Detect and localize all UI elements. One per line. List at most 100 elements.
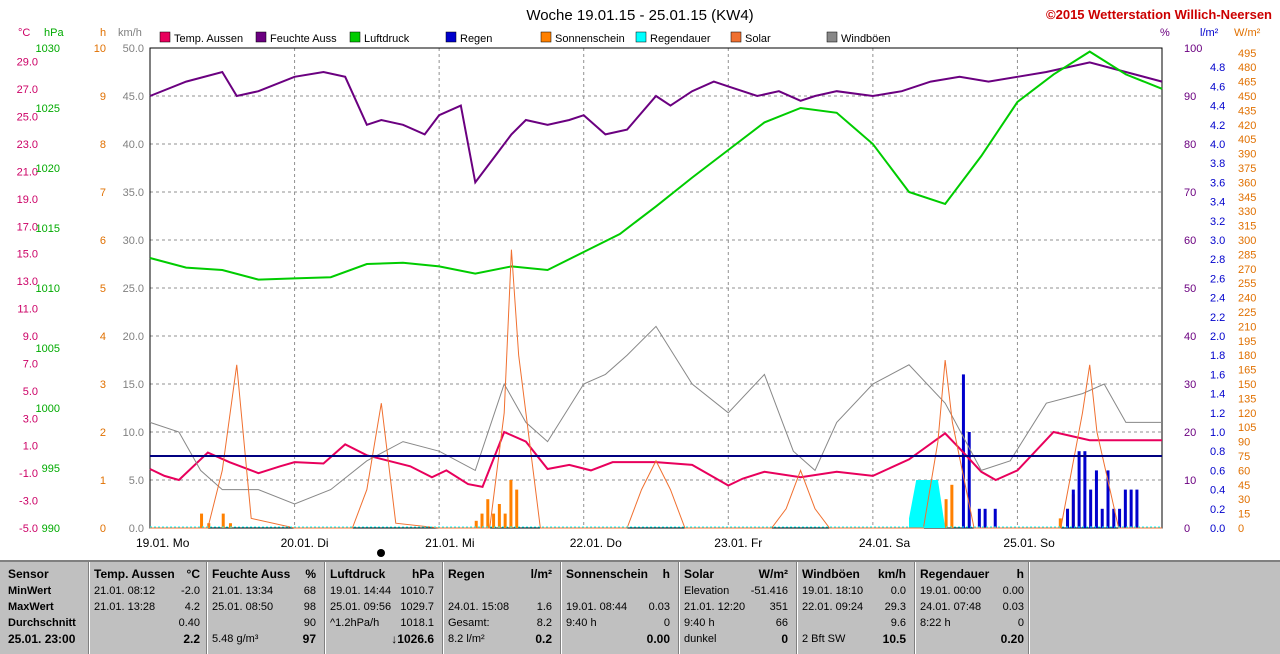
line-temp-aussen <box>149 430 1162 488</box>
stats-row: Elevation -51.416 <box>684 583 788 599</box>
axis-tick-label: 2.6 <box>1210 273 1225 285</box>
bar-sonnenschein <box>480 513 484 528</box>
axis-tick-label: 0.4 <box>1210 485 1225 497</box>
stats-humidity-header: Feuchte Auss% <box>212 565 316 583</box>
bar-sonnenschein <box>200 513 204 528</box>
stats-current-extra: 2 Bft SW <box>802 633 846 645</box>
axis-tick-label: 1.6 <box>1210 369 1225 381</box>
stats-solar-column: Solar W/m² Elevation -51.416 21.01. 12:20 351… <box>684 565 788 651</box>
axis-tick-label: 2.2 <box>1210 312 1225 324</box>
bar-regen <box>1106 470 1110 528</box>
legend-swatch <box>826 31 838 43</box>
axis-tick-label: 7 <box>100 187 106 199</box>
axis-tick-label: 13.0 <box>17 276 38 288</box>
statistics-panel: Sensor MinWert MaxWert Durchschnitt 25.0… <box>0 560 1280 654</box>
axis-tick-label: 1 <box>100 475 106 487</box>
x-tick-label: 19.01. Mo <box>136 536 190 550</box>
axis-tick-label: 3.6 <box>1210 177 1225 189</box>
axis-tick-label: 3.0 <box>1210 235 1225 247</box>
stats-separator <box>1028 562 1030 654</box>
axis-tick-label: 345 <box>1238 192 1256 204</box>
axis-tick-label: 50 <box>1184 283 1196 295</box>
stats-header-label: Windböen <box>802 567 860 581</box>
bar-layer <box>200 374 1139 528</box>
stats-row: ^1.2hPa/h 1018.1 <box>330 615 434 631</box>
weather-chart: Woche 19.01.15 - 25.01.15 (KW4) ©2015 We… <box>17 7 1272 557</box>
axis-tick-label: 6 <box>100 235 106 247</box>
axis-tick-label: 1.4 <box>1210 389 1225 401</box>
axis-tick-label: 0 <box>100 523 106 535</box>
axis-tick-label: 21.0 <box>17 166 38 178</box>
stats-row: 9:40 h 0 <box>566 615 670 631</box>
axis-tick-label: 0 <box>1184 523 1190 535</box>
stats-row-label: 19.01. 14:44 <box>330 585 392 597</box>
axis-tick-label: 9.0 <box>23 331 38 343</box>
stats-row: 21.01. 12:20 351 <box>684 599 788 615</box>
axis-unit-label: % <box>1160 27 1170 39</box>
stats-current-value: 0 <box>781 632 788 646</box>
axis-tick-label: 270 <box>1238 264 1256 276</box>
stats-row-label: 9:40 h <box>684 617 715 629</box>
stats-header-label: Regen <box>448 567 485 581</box>
axis-tick-label: 4.6 <box>1210 81 1225 93</box>
stats-row-value: 4.2 <box>184 601 200 613</box>
axis-tick-label: 180 <box>1238 350 1256 362</box>
chart-title: Woche 19.01.15 - 25.01.15 (KW4) <box>526 7 753 24</box>
stats-rain-column: Regen l/m² 24.01. 15:08 1.6 Gesamt: 8.2 8.2 l/… <box>448 565 552 651</box>
stats-row: 9:40 h 66 <box>684 615 788 631</box>
line-feuchte-auss <box>149 61 1163 185</box>
bar-sonnenschein <box>492 513 496 528</box>
axis-tick-label: 330 <box>1238 206 1256 218</box>
stats-separator <box>206 562 208 654</box>
stats-temp-column: Temp. Aussen °C 21.01. 08:12 -2.0 21.01. 13:… <box>94 565 200 651</box>
stats-header-label: Sonnenschein <box>566 567 649 581</box>
bar-regen <box>1071 489 1075 528</box>
axis-tick-label: 480 <box>1238 62 1256 74</box>
axis-tick-label: 0.0 <box>129 523 144 535</box>
axis-tick-label: 2.0 <box>1210 331 1225 343</box>
stats-row: 9.6 <box>802 615 906 631</box>
stats-current-extra: 8.2 l/m² <box>448 633 485 645</box>
axis-tick-label: 0.0 <box>1210 523 1225 535</box>
axis-tick-label: 0.6 <box>1210 465 1225 477</box>
axis-tick-label: 5.0 <box>129 475 144 487</box>
stats-row-value: 8.2 <box>536 617 552 629</box>
stats-pressure-column: Luftdruck hPa 19.01. 14:44 1010.7 25.01. 09:… <box>330 565 434 651</box>
stats-row-label: Elevation <box>684 585 730 597</box>
bar-sonnenschein <box>503 513 507 528</box>
axis-tick-label: 1.8 <box>1210 350 1225 362</box>
stats-sunshine-header: Sonnenschein h <box>566 565 670 583</box>
axis-unit-label: km/h <box>118 27 142 39</box>
stats-row-value: 0 <box>663 617 670 629</box>
axis-tick-label: 7.0 <box>23 358 38 370</box>
stats-row-value: 68 <box>303 585 316 597</box>
axis-tick-label: 9 <box>100 91 106 103</box>
bar-regen <box>1077 451 1081 528</box>
stats-separator <box>560 562 562 654</box>
stats-row-value: 0.40 <box>178 617 200 629</box>
axis-tick-label: 120 <box>1238 408 1256 420</box>
axis-tick-label: -1.0 <box>19 468 38 480</box>
axis-tick-label: 1025 <box>36 103 60 115</box>
stats-row: 90 <box>212 615 316 631</box>
stats-header-label: Regendauer <box>920 567 990 581</box>
stats-current-row: 8.2 l/m² 0.2 <box>448 631 552 647</box>
stats-row-value: 0.00 <box>1002 585 1024 597</box>
bar-regen <box>1112 508 1116 528</box>
axis-tick-label: 23.0 <box>17 139 38 151</box>
axis-tick-label: 4.4 <box>1210 101 1225 113</box>
stats-row: 25.01. 09:56 1029.7 <box>330 599 434 615</box>
stats-row-value: 1010.7 <box>400 585 434 597</box>
axis-tick-label: 10 <box>1184 475 1196 487</box>
line-layer <box>149 50 1163 529</box>
stats-row-value: 98 <box>303 601 316 613</box>
axis-tick-label: 90 <box>1184 91 1196 103</box>
axis-tick-label: 285 <box>1238 249 1256 261</box>
stats-row: 21.01. 08:12 -2.0 <box>94 583 200 599</box>
axis-tick-label: 40.0 <box>123 139 144 151</box>
stats-current-value: 97 <box>302 632 316 646</box>
stats-row <box>448 583 552 599</box>
stats-row: 19.01. 08:44 0.03 <box>566 599 670 615</box>
stats-row-value: 0.0 <box>890 585 906 597</box>
stats-separator <box>914 562 916 654</box>
